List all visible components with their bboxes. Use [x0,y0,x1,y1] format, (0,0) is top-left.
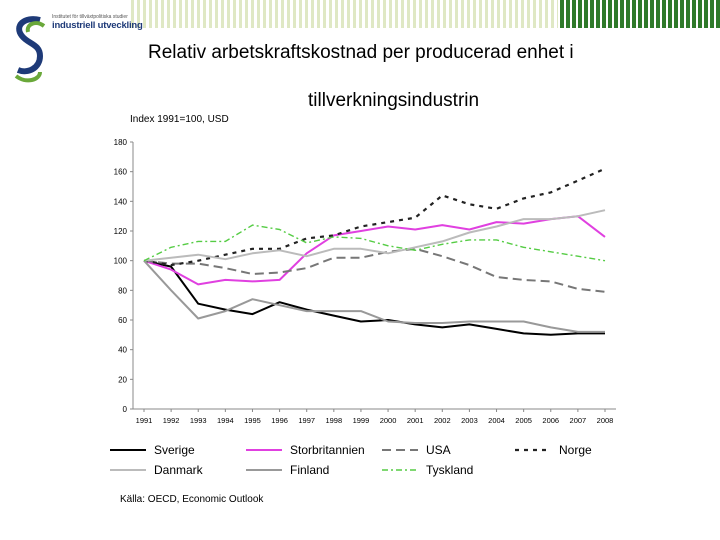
x-tick-label: 2001 [407,416,424,425]
x-tick-label: 1994 [217,416,234,425]
legend-item-danmark: Danmark [110,463,203,477]
x-tick-label: 1996 [271,416,288,425]
series-line-usa [143,247,606,293]
legend-label: Tyskland [426,463,474,477]
y-tick-label: 80 [118,286,127,295]
y-tick-label: 180 [114,138,128,147]
legend-swatch [246,449,282,451]
x-tick-label: 1999 [353,416,370,425]
legend-swatch [110,449,146,451]
x-tick-label: 1992 [163,416,180,425]
x-tick-label: 1997 [298,416,315,425]
x-tick-label: 2006 [542,416,559,425]
legend-swatch [515,448,551,452]
x-tick-label: 1995 [244,416,261,425]
x-tick-label: 2008 [597,416,614,425]
y-tick-label: 0 [123,405,128,414]
y-axis-unit-label: Index 1991=100, USD [130,114,229,125]
logo-icon [14,16,46,83]
legend-label: Finland [290,463,330,477]
legend-label: USA [426,443,451,457]
y-tick-label: 60 [118,316,127,325]
legend-swatch [382,449,418,451]
y-tick-label: 140 [114,197,128,206]
legend-item-storbritannien: Storbritannien [246,443,365,457]
y-tick-label: 100 [114,257,128,266]
legend-label: Sverige [154,443,195,457]
legend-item-usa: USA [382,443,451,457]
x-tick-label: 2005 [515,416,532,425]
x-tick-label: 2004 [488,416,505,425]
logo-text: Institutet för tillväxtpolitiska studier… [52,14,143,31]
series-line-sverige [143,259,605,336]
x-tick-label: 2003 [461,416,478,425]
y-tick-label: 20 [118,375,127,384]
x-tick-label: 1993 [190,416,207,425]
slide-title-line1: Relativ arbetskraftskostnad per producer… [148,42,574,63]
legend-label: Storbritannien [290,443,365,457]
y-tick-label: 120 [114,227,128,236]
source-note: Källa: OECD, Economic Outlook [120,494,264,505]
legend-item-sverige: Sverige [110,443,195,457]
series-line-finland [143,260,605,333]
y-tick-label: 160 [114,168,128,177]
slide-title-line2: tillverkningsindustrin [308,90,480,111]
legend-item-tyskland: Tyskland [382,463,473,477]
x-tick-label: 2007 [570,416,587,425]
legend-swatch [110,469,146,471]
legend-label: Norge [559,443,592,457]
series-line-danmark [143,209,606,262]
legend-label: Danmark [154,463,203,477]
x-tick-label: 1998 [325,416,342,425]
header-band [128,0,720,28]
x-tick-label: 1991 [136,416,153,425]
series-line-norge [143,167,606,267]
y-tick-label: 40 [118,346,127,355]
x-tick-label: 2000 [380,416,397,425]
header-band-accent [558,0,720,28]
legend-item-norge: Norge [515,443,592,457]
logo-line2: industriell utveckling [52,20,143,31]
series-line-tyskland [143,224,606,262]
logo-line1: Institutet för tillväxtpolitiska studier [52,14,128,20]
series-line-storbritannien [143,215,606,286]
legend-swatch [246,469,282,471]
x-tick-label: 2002 [434,416,451,425]
legend-item-finland: Finland [246,463,329,477]
legend-swatch [382,469,418,471]
